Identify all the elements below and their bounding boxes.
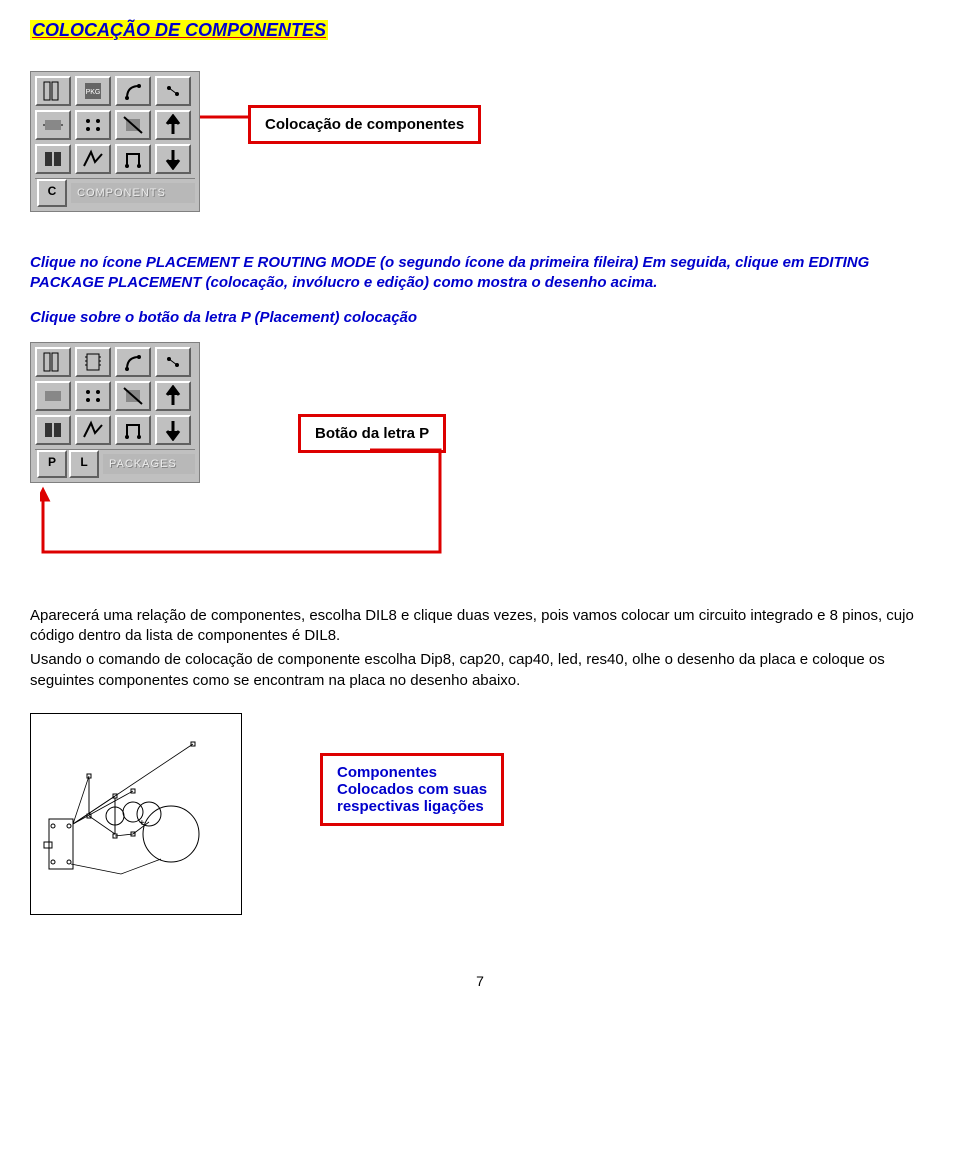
tool-icon[interactable] <box>155 415 191 445</box>
tool-icon[interactable] <box>155 347 191 377</box>
tool-icon[interactable] <box>155 76 191 106</box>
callout-placed-components: Componentes Colocados com suas respectiv… <box>320 753 504 826</box>
tool-icon[interactable] <box>35 415 71 445</box>
paragraph-2: Clique sobre o botão da letra P (Placeme… <box>30 308 930 328</box>
callout-label: Colocação de componentes <box>265 116 464 133</box>
strip-label-components: COMPONENTS <box>71 183 195 203</box>
toolbar-2: P L PACKAGES <box>30 342 200 483</box>
placement-routing-icon[interactable]: PKG <box>75 76 111 106</box>
callout3-line3: respectivas ligações <box>337 798 487 815</box>
body-paragraph-2: Usando o comando de colocação de compone… <box>30 650 930 691</box>
tool-icon[interactable] <box>115 76 151 106</box>
tool-icon[interactable] <box>75 144 111 174</box>
tool-icon[interactable] <box>115 110 151 140</box>
page-number: 7 <box>30 973 930 989</box>
toolbar-section-1: Colocação de componentes PKG C COMPONENT… <box>30 69 930 239</box>
body-paragraph-1: Aparecerá uma relação de componentes, es… <box>30 606 930 647</box>
tool-icon[interactable] <box>115 381 151 411</box>
tool-icon[interactable] <box>115 144 151 174</box>
toolbar-section-2: Botão da letra P P L PACKAGES <box>30 342 930 602</box>
tool-icon[interactable] <box>115 415 151 445</box>
paragraph-1: Clique no ícone PLACEMENT E ROUTING MODE… <box>30 253 930 294</box>
callout3-line2: Colocados com suas <box>337 781 487 798</box>
tool-icon[interactable] <box>75 110 111 140</box>
tool-icon[interactable] <box>75 347 111 377</box>
tool-icon[interactable] <box>35 76 71 106</box>
strip-letter-c[interactable]: C <box>37 179 67 207</box>
tool-icon[interactable] <box>115 347 151 377</box>
callout3-line1: Componentes <box>337 764 487 781</box>
tool-icon[interactable] <box>75 381 111 411</box>
callout-components: Colocação de componentes <box>248 105 481 144</box>
tool-icon[interactable] <box>35 381 71 411</box>
pcb-drawing: + <box>30 713 242 915</box>
tool-icon[interactable] <box>35 110 71 140</box>
strip-letter-p[interactable]: P <box>37 450 67 478</box>
pcb-section: + Componentes Colocados com suas respect… <box>30 713 930 933</box>
strip-label-packages: PACKAGES <box>103 454 195 474</box>
tool-icon[interactable] <box>155 110 191 140</box>
strip-letter-l[interactable]: L <box>69 450 99 478</box>
tool-icon[interactable] <box>155 381 191 411</box>
toolbar-1: PKG C COMPONENTS <box>30 71 200 212</box>
tool-icon[interactable] <box>155 144 191 174</box>
svg-text:PKG: PKG <box>86 89 101 96</box>
tool-icon[interactable] <box>75 415 111 445</box>
tool-icon[interactable] <box>35 144 71 174</box>
page-title: COLOCAÇÃO DE COMPONENTES <box>30 20 328 40</box>
tool-icon[interactable] <box>35 347 71 377</box>
